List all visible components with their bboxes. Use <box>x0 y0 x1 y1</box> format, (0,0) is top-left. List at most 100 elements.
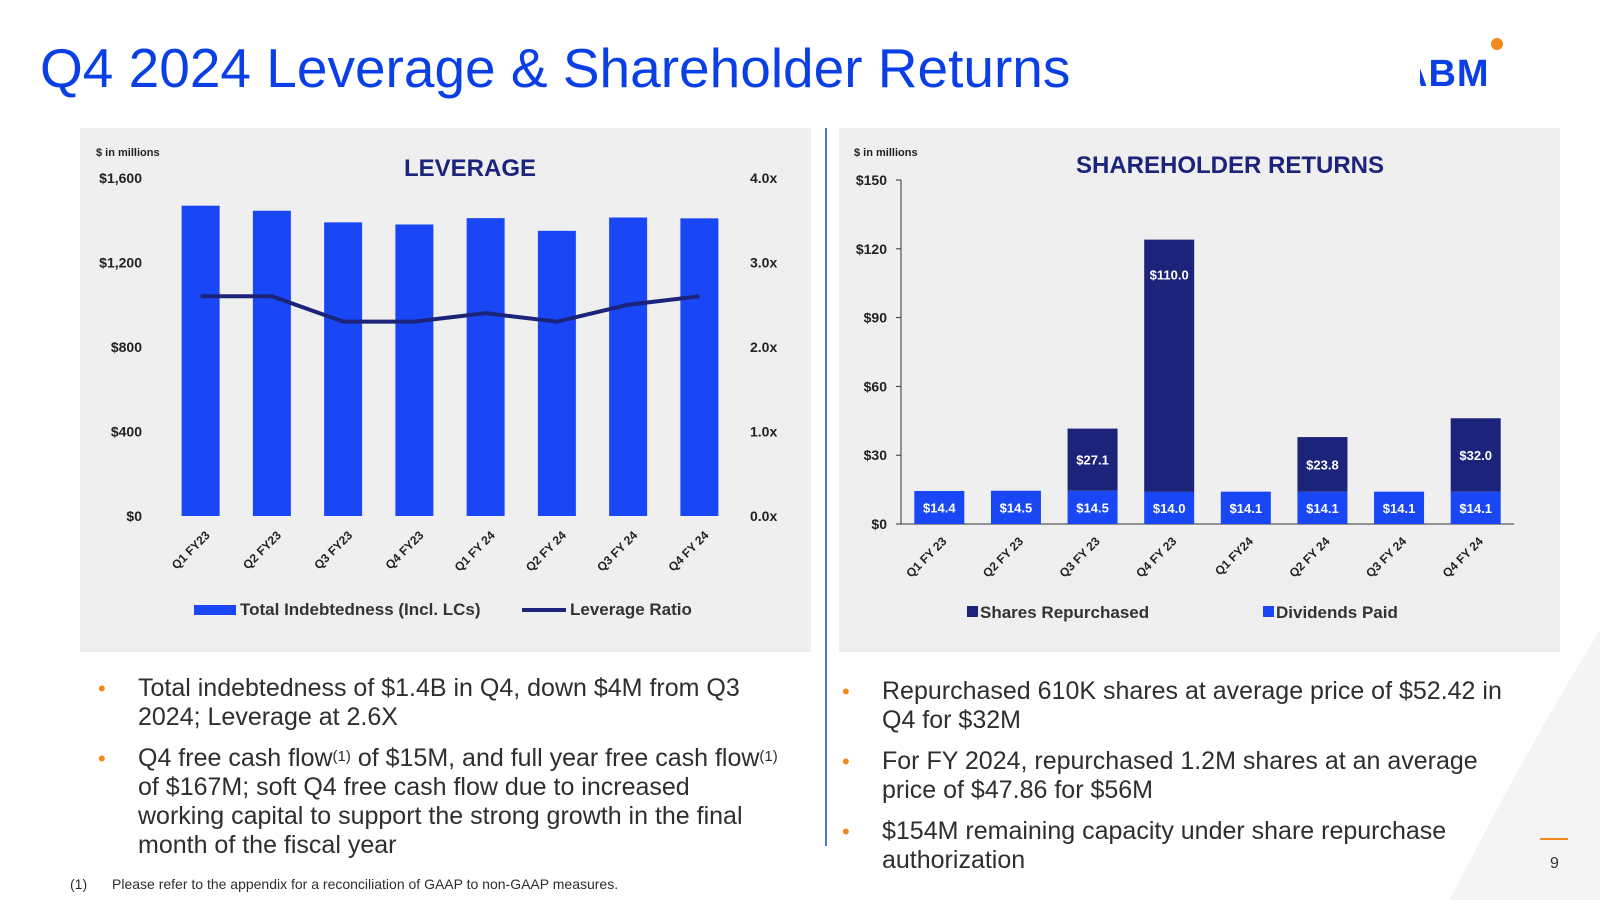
bullet-text: Total indebtedness of $1.4B in Q4, down … <box>138 674 740 731</box>
bullet-text: For FY 2024, repurchased 1.2M shares at … <box>882 747 1478 804</box>
shares-repurchased-bar <box>1297 437 1348 492</box>
returns-legend: Shares Repurchased Dividends Paid <box>967 603 1398 622</box>
repurchased-data-label: $23.8 <box>1306 457 1339 472</box>
y2-tick-label: 1.0x <box>750 424 777 440</box>
bullet-dot-icon: • <box>98 676 106 701</box>
y-tick-label: $60 <box>864 378 888 394</box>
bullet-text: Repurchased 610K shares at average price… <box>882 677 1502 734</box>
indebtedness-bar <box>680 218 719 516</box>
indebtedness-bar <box>466 218 505 516</box>
leverage-chart-title: LEVERAGE <box>404 155 536 182</box>
dividends-bar <box>990 490 1041 524</box>
footnote-ref: (1) <box>332 748 351 765</box>
repurchased-data-label: $110.0 <box>1150 268 1189 283</box>
legend-swatch-shares-repurchased <box>967 606 978 617</box>
y2-tick-label: 0.0x <box>750 508 777 524</box>
dividends-data-label: $14.1 <box>1383 501 1416 516</box>
dividends-data-label: $14.1 <box>1230 501 1263 516</box>
shares-repurchased-bar <box>1450 418 1501 492</box>
bullet-dot-icon: • <box>842 679 850 704</box>
x-tick-label: Q4 FY 23 <box>1133 534 1179 580</box>
x-tick-label: Q3 FY 23 <box>1057 534 1103 580</box>
y-tick-label: $30 <box>864 447 888 463</box>
vertical-divider <box>825 128 827 846</box>
dividends-data-label: $14.5 <box>1076 500 1109 515</box>
logo-text: ABM <box>1420 53 1490 94</box>
footnote: (1) Please refer to the appendix for a re… <box>70 876 618 892</box>
y-tick-label: $0 <box>871 516 887 532</box>
shareholder-returns-chart: $ in millions SHAREHOLDER RETURNS $0 $30 $… <box>854 147 1514 622</box>
x-tick-label: Q2 FY 24 <box>523 528 569 574</box>
x-tick-label: Q1 FY23 <box>169 528 213 572</box>
leverage-bullet-list: • Total indebtedness of $1.4B in Q4, dow… <box>98 674 778 872</box>
dividends-data-label: $14.0 <box>1153 501 1186 516</box>
dividends-data-label: $14.4 <box>923 500 956 515</box>
dividends-data-label: $14.1 <box>1459 501 1492 516</box>
x-tick-label: Q2 FY 24 <box>1286 534 1332 580</box>
repurchased-data-label: $32.0 <box>1459 448 1492 463</box>
bullet-text: $154M remaining capacity under share rep… <box>882 817 1447 874</box>
footnote-text: Please refer to the appendix for a recon… <box>112 876 619 892</box>
legend-label-leverage-ratio: Leverage Ratio <box>570 600 692 619</box>
page-number-accent <box>1540 838 1568 840</box>
page-title: Q4 2024 Leverage & Shareholder Returns <box>40 37 1071 99</box>
decorative-swoosh-icon <box>1450 630 1600 900</box>
bullet-dot-icon: • <box>98 746 106 771</box>
x-tick-label: Q3 FY 24 <box>594 528 640 574</box>
dividends-bar <box>914 490 965 524</box>
page-number: 9 <box>1550 855 1559 872</box>
list-item: • $154M remaining capacity under share r… <box>842 817 1522 875</box>
abm-logo: ABM <box>1420 38 1503 94</box>
legend-label-dividends-paid: Dividends Paid <box>1276 603 1398 622</box>
list-item: • Q4 free cash flow(1) of $15M, and full… <box>98 744 778 860</box>
legend-label-indebtedness: Total Indebtedness (Incl. LCs) <box>240 600 481 619</box>
x-tick-label: Q4 FY 24 <box>665 528 711 574</box>
indebtedness-bar <box>609 217 648 516</box>
legend-swatch-indebtedness <box>194 605 236 615</box>
x-tick-label: Q1 FY 24 <box>452 528 498 574</box>
dividends-bar <box>1144 491 1195 524</box>
x-tick-label: Q4 FY 24 <box>1440 534 1486 580</box>
shares-repurchased-bar <box>1067 428 1118 491</box>
y-tick-label: $150 <box>856 172 887 188</box>
leverage-chart: $ in millions LEVERAGE $0 $400 $800 $1,200 $… <box>96 147 777 619</box>
shares-repurchased-bar <box>1144 239 1195 492</box>
x-tick-label: Q1 FY24 <box>1212 534 1256 578</box>
bullet-dot-icon: • <box>842 749 850 774</box>
x-tick-label: Q2 FY 23 <box>980 534 1026 580</box>
x-tick-label: Q3 FY23 <box>311 528 355 572</box>
indebtedness-bar <box>252 210 291 516</box>
dividends-bar <box>1220 491 1271 524</box>
y2-tick-label: 3.0x <box>750 255 777 271</box>
dividends-data-label: $14.5 <box>1000 500 1033 515</box>
indebtedness-bar <box>181 205 220 516</box>
x-tick-label: Q4 FY23 <box>383 528 427 572</box>
returns-bullet-list: • Repurchased 610K shares at average pri… <box>842 677 1522 887</box>
bullet-dot-icon: • <box>842 819 850 844</box>
dividends-bar <box>1374 491 1425 524</box>
dividends-bar <box>1297 491 1348 524</box>
y-tick-label: $90 <box>864 310 888 326</box>
returns-unit-note: $ in millions <box>854 147 918 159</box>
dividends-bar <box>1450 491 1501 524</box>
list-item: • For FY 2024, repurchased 1.2M shares a… <box>842 747 1522 805</box>
y2-tick-label: 4.0x <box>750 170 777 186</box>
dividends-data-label: $14.1 <box>1306 501 1339 516</box>
y-tick-label: $400 <box>111 424 142 440</box>
leverage-chart-panel: $ in millions LEVERAGE $0 $400 $800 $1,200 $… <box>80 128 811 652</box>
bullet-text-part: Q4 free cash flow <box>138 744 333 772</box>
y-tick-label: $0 <box>126 508 142 524</box>
returns-chart-title: SHAREHOLDER RETURNS <box>1076 152 1384 179</box>
bullet-text-part: of $15M, and full year free cash flow <box>350 744 760 772</box>
list-item: • Total indebtedness of $1.4B in Q4, dow… <box>98 674 778 732</box>
y-tick-label: $1,200 <box>99 255 142 271</box>
x-tick-label: Q2 FY23 <box>240 528 284 572</box>
y-tick-label: $1,600 <box>99 170 142 186</box>
x-tick-label: Q3 FY 24 <box>1363 534 1409 580</box>
footnote-ref: (1) <box>759 748 778 765</box>
leverage-unit-note: $ in millions <box>96 147 160 159</box>
bullet-text-part: of $167M; soft Q4 free cash flow due to … <box>138 773 743 859</box>
legend-label-shares-repurchased: Shares Repurchased <box>980 603 1149 622</box>
list-item: • Repurchased 610K shares at average pri… <box>842 677 1522 735</box>
leverage-ratio-line <box>200 294 700 324</box>
